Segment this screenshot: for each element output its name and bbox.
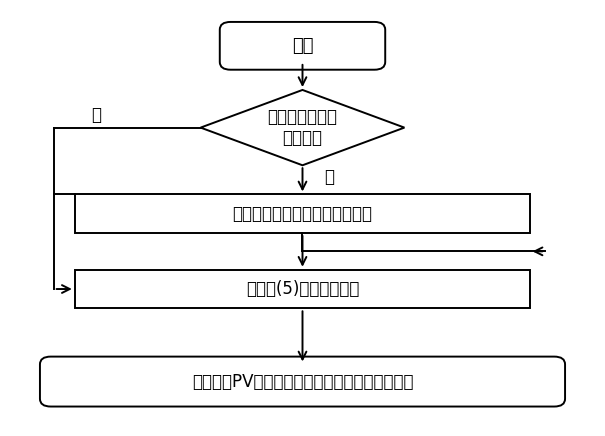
FancyBboxPatch shape: [40, 357, 565, 406]
Text: 是否满足非线性
调节周期: 是否满足非线性 调节周期: [267, 108, 338, 147]
Bar: [74, 194, 531, 233]
Text: 输出可控PV的最优有功和无功调节量、节点电压: 输出可控PV的最优有功和无功调节量、节点电压: [192, 373, 413, 391]
FancyBboxPatch shape: [220, 22, 385, 70]
Text: 否: 否: [91, 106, 100, 124]
Text: 是: 是: [324, 168, 335, 186]
Text: 应用式(5)进行线性调解: 应用式(5)进行线性调解: [246, 280, 359, 298]
Text: 混合粒子群优化算法寻找工作点: 混合粒子群优化算法寻找工作点: [232, 204, 373, 223]
Polygon shape: [201, 90, 404, 165]
Text: 开始: 开始: [292, 37, 313, 55]
Bar: [74, 269, 531, 308]
